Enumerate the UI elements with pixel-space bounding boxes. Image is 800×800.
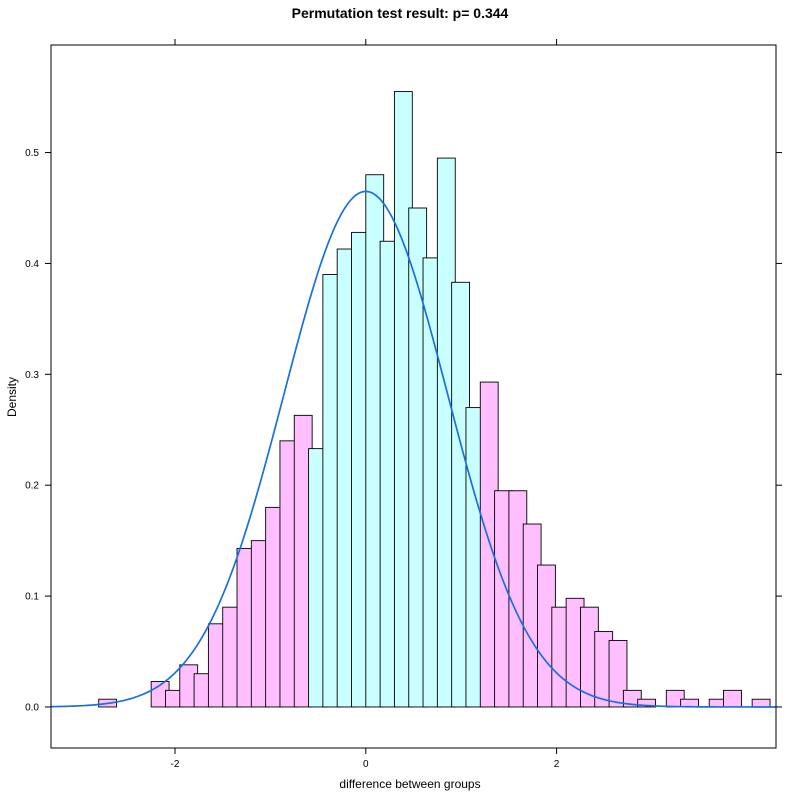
histogram-bars (98, 91, 771, 708)
histogram-bar-35 (622, 689, 642, 708)
y-tick-label-3: 0.3 (25, 370, 39, 381)
histogram-bar-41 (751, 698, 771, 708)
x-tick-label-1: 0 (363, 759, 369, 770)
histogram-bar-38 (680, 698, 699, 708)
plot-frame (50, 44, 777, 749)
x-axis-label: difference between groups (339, 777, 480, 791)
chart-title: Permutation test result: p= 0.344 (292, 5, 509, 21)
y-tick-label-0: 0.0 (25, 702, 39, 713)
density-curve (50, 190, 776, 708)
x-tick-label-0: -2 (171, 759, 180, 770)
y-tick-label-1: 0.1 (25, 592, 39, 603)
histogram-bar-40 (723, 689, 742, 708)
y-axis-label: Density (5, 377, 19, 417)
y-tick-label-5: 0.5 (25, 148, 39, 159)
y-tick-label-4: 0.4 (25, 259, 39, 270)
y-tick-label-2: 0.2 (25, 481, 39, 492)
histogram-bar-34 (608, 639, 628, 708)
x-tick-label-2: 2 (554, 759, 560, 770)
x-axis-ticks: -2 0 2 (171, 39, 560, 770)
y-axis-ticks: 0.0 0.1 0.2 0.3 0.4 0.5 (25, 148, 782, 713)
histogram-bar-36 (637, 698, 657, 708)
